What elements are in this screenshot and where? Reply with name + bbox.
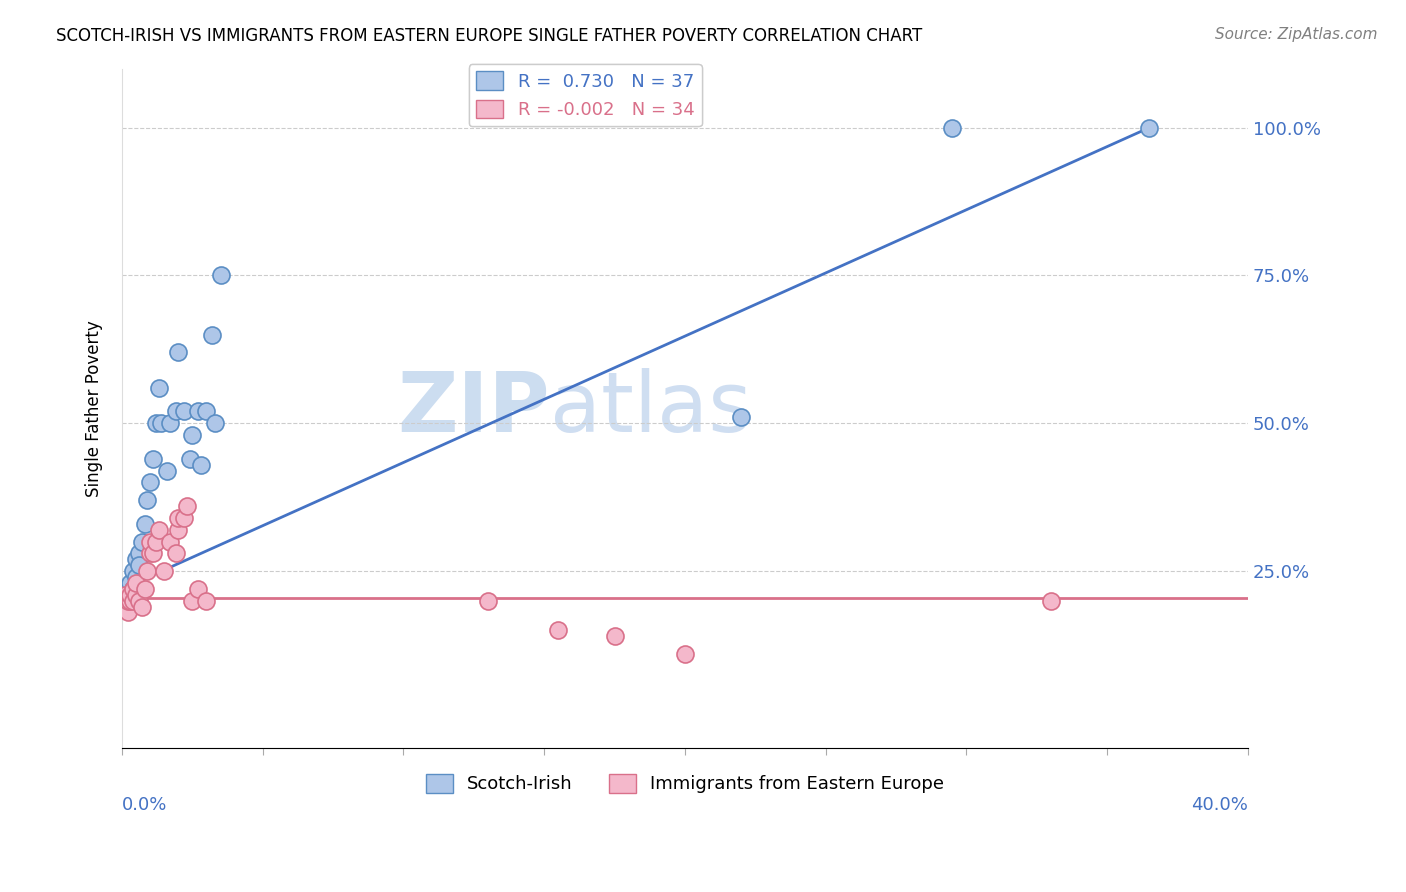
Point xyxy=(673,647,696,661)
Point xyxy=(142,546,165,560)
Point xyxy=(179,451,201,466)
Point xyxy=(159,534,181,549)
Point xyxy=(195,593,218,607)
Point xyxy=(122,564,145,578)
Point xyxy=(477,593,499,607)
Point xyxy=(114,593,136,607)
Point xyxy=(195,404,218,418)
Point xyxy=(142,451,165,466)
Point xyxy=(187,582,209,596)
Point xyxy=(117,593,139,607)
Point xyxy=(167,523,190,537)
Point xyxy=(204,417,226,431)
Text: Source: ZipAtlas.com: Source: ZipAtlas.com xyxy=(1215,27,1378,42)
Point xyxy=(148,381,170,395)
Point xyxy=(1137,120,1160,135)
Point xyxy=(120,588,142,602)
Point xyxy=(187,404,209,418)
Point xyxy=(131,599,153,614)
Point xyxy=(165,546,187,560)
Point xyxy=(131,534,153,549)
Point xyxy=(120,593,142,607)
Point xyxy=(122,582,145,596)
Point xyxy=(547,624,569,638)
Point xyxy=(173,511,195,525)
Point xyxy=(176,499,198,513)
Point xyxy=(134,516,156,531)
Point xyxy=(159,417,181,431)
Legend: R =  0.730   N = 37, R = -0.002   N = 34: R = 0.730 N = 37, R = -0.002 N = 34 xyxy=(468,64,702,126)
Point xyxy=(150,417,173,431)
Point xyxy=(209,268,232,283)
Point xyxy=(181,428,204,442)
Text: ZIP: ZIP xyxy=(398,368,550,449)
Point xyxy=(128,546,150,560)
Point xyxy=(730,410,752,425)
Point xyxy=(125,576,148,591)
Point xyxy=(117,606,139,620)
Point xyxy=(181,593,204,607)
Point xyxy=(136,493,159,508)
Point xyxy=(117,582,139,596)
Point xyxy=(120,593,142,607)
Point xyxy=(120,588,142,602)
Point xyxy=(128,593,150,607)
Point xyxy=(167,511,190,525)
Point xyxy=(145,417,167,431)
Text: atlas: atlas xyxy=(550,368,752,449)
Y-axis label: Single Father Poverty: Single Father Poverty xyxy=(86,320,103,497)
Point xyxy=(120,576,142,591)
Point xyxy=(122,582,145,596)
Point xyxy=(134,582,156,596)
Point xyxy=(156,464,179,478)
Point xyxy=(125,588,148,602)
Text: 40.0%: 40.0% xyxy=(1191,796,1249,814)
Point xyxy=(145,534,167,549)
Point xyxy=(1039,593,1062,607)
Point xyxy=(201,327,224,342)
Point xyxy=(167,345,190,359)
Point xyxy=(114,588,136,602)
Point xyxy=(941,120,963,135)
Point xyxy=(114,588,136,602)
Text: 0.0%: 0.0% xyxy=(122,796,167,814)
Point xyxy=(114,593,136,607)
Point xyxy=(136,564,159,578)
Point xyxy=(139,546,162,560)
Point xyxy=(173,404,195,418)
Point xyxy=(122,593,145,607)
Point xyxy=(165,404,187,418)
Point xyxy=(190,458,212,472)
Point xyxy=(125,570,148,584)
Point xyxy=(117,593,139,607)
Point xyxy=(153,564,176,578)
Point xyxy=(128,558,150,573)
Text: SCOTCH-IRISH VS IMMIGRANTS FROM EASTERN EUROPE SINGLE FATHER POVERTY CORRELATION: SCOTCH-IRISH VS IMMIGRANTS FROM EASTERN … xyxy=(56,27,922,45)
Point xyxy=(139,475,162,490)
Point xyxy=(148,523,170,537)
Point xyxy=(125,552,148,566)
Point xyxy=(139,534,162,549)
Point xyxy=(603,629,626,643)
